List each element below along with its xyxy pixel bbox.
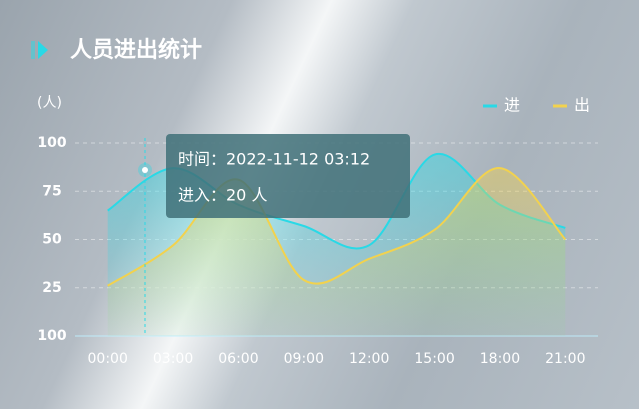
tooltip-time: 时间：2022-11-12 03:12 (178, 150, 370, 169)
x-tick-label: 09:00 (284, 351, 324, 367)
y-tick-label: 25 (42, 280, 61, 296)
x-tick-label: 21:00 (545, 351, 585, 367)
x-tick-label: 06:00 (218, 351, 258, 367)
chart-title: 人员进出统计 (70, 37, 202, 63)
x-tick-label: 03:00 (153, 351, 193, 367)
tooltip-box (166, 134, 410, 218)
hover-point-core (142, 167, 148, 173)
y-tick-label: 100 (37, 328, 66, 344)
legend-label: 进 (504, 96, 520, 115)
y-tick-label: 100 (37, 135, 66, 151)
y-tick-label: 50 (42, 232, 62, 248)
legend-label: 出 (574, 96, 590, 115)
x-tick-label: 18:00 (480, 351, 520, 367)
y-tick-label: 75 (42, 183, 61, 199)
x-tick-label: 15:00 (414, 351, 454, 367)
y-axis-label: (人) (37, 95, 62, 111)
tooltip: 时间：2022-11-12 03:12 进入：20 人 (166, 134, 410, 218)
series-line (107, 167, 567, 287)
x-tick-label: 00:00 (88, 351, 128, 367)
tooltip-entry: 进入：20 人 (178, 186, 267, 205)
title-icon (31, 41, 48, 59)
x-tick-label: 12:00 (349, 351, 389, 367)
